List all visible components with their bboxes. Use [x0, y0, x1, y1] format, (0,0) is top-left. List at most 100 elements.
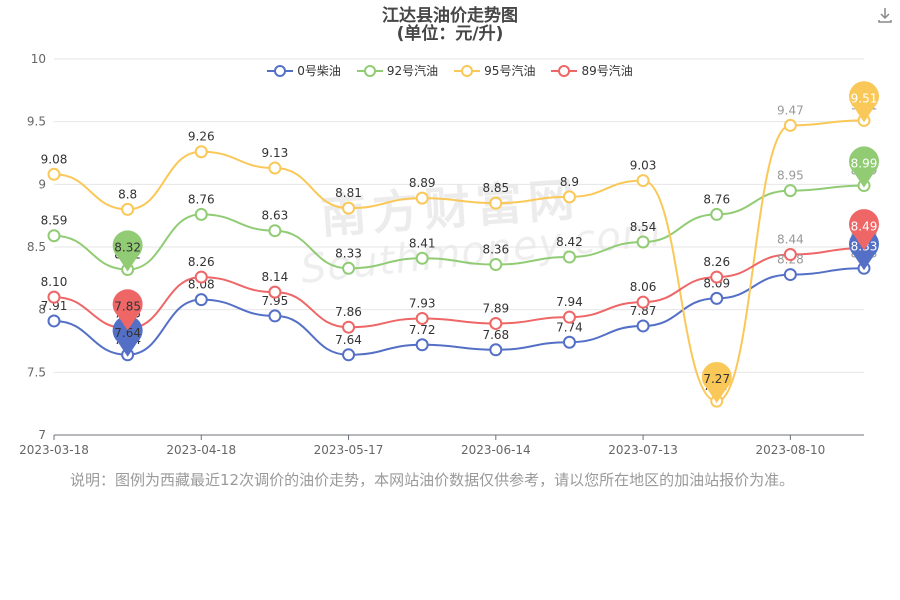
marker-label: 8.49: [851, 219, 878, 233]
data-point: [783, 268, 797, 282]
data-point: [710, 207, 724, 221]
data-label: 8.06: [630, 280, 657, 294]
y-tick-label: 9.5: [27, 115, 46, 129]
series-line-1: [53, 184, 865, 271]
legend-label: 92号汽油: [386, 64, 439, 78]
marker-label: 8.32: [114, 241, 141, 255]
data-point: [636, 319, 650, 333]
data-label: 8.85: [482, 181, 509, 195]
data-point: [415, 251, 429, 265]
data-label: 9.47: [777, 103, 804, 117]
marker-label: 7.27: [703, 372, 730, 386]
data-point: [194, 293, 208, 307]
data-point: [636, 235, 650, 249]
data-point: [415, 338, 429, 352]
data-label: 9.03: [630, 159, 657, 173]
y-tick-label: 7: [38, 428, 46, 442]
data-label: 8.59: [41, 214, 68, 228]
marker-label: 8.99: [851, 157, 878, 171]
data-point: [268, 224, 282, 238]
legend-item-0[interactable]: 0号柴油: [267, 62, 341, 79]
data-point: [710, 270, 724, 284]
data-point: [489, 258, 503, 272]
data-point: [562, 310, 576, 324]
legend-item-1[interactable]: 92号汽油: [356, 62, 439, 79]
x-tick-label: 2023-04-18: [166, 443, 236, 457]
data-point: [562, 335, 576, 349]
legend-item-2[interactable]: 95号汽油: [454, 62, 535, 79]
data-label: 9.26: [188, 130, 215, 144]
marker-label: 7.64: [114, 326, 141, 340]
data-point: [194, 207, 208, 221]
marker-pin: [112, 315, 143, 357]
x-tick-label: 2023-03-18: [19, 443, 89, 457]
legend-label: 89号汽油: [581, 64, 633, 78]
data-label: 7.95: [262, 294, 289, 308]
data-label: 8.36: [482, 243, 509, 257]
legend-item-3[interactable]: 89号汽油: [551, 62, 633, 79]
data-label: 7.87: [630, 304, 657, 318]
data-point: [783, 184, 797, 198]
data-label: 8.76: [703, 192, 730, 206]
marker-pin: [112, 230, 143, 272]
data-label: 8.81: [335, 186, 362, 200]
data-label: 8.76: [188, 192, 215, 206]
data-label: 8.26: [703, 255, 730, 269]
data-point: [489, 196, 503, 210]
data-label: 7.91: [41, 299, 68, 313]
data-label: 7.68: [482, 328, 509, 342]
marker-max: 8.49: [849, 209, 880, 251]
download-icon[interactable]: [876, 6, 894, 24]
marker-pin: [849, 209, 880, 251]
data-point: [415, 191, 429, 205]
data-point: [562, 190, 576, 204]
marker-min: 8.32: [112, 230, 143, 272]
marker-pin: [849, 81, 880, 123]
data-label: 8.33: [335, 246, 362, 260]
data-label: 8.14: [262, 270, 289, 284]
data-label: 7.86: [335, 305, 362, 319]
marker-min: 7.64: [112, 315, 143, 357]
x-tick-label: 2023-08-10: [755, 443, 825, 457]
data-label: 8.9: [560, 175, 579, 189]
data-label: 7.89: [482, 301, 509, 315]
data-point: [47, 229, 61, 243]
data-label: 8.95: [777, 169, 804, 183]
data-point: [268, 285, 282, 299]
x-tick-label: 2023-06-14: [461, 443, 531, 457]
data-label: 8.42: [556, 235, 583, 249]
data-point: [636, 295, 650, 309]
data-point: [783, 248, 797, 262]
data-label: 8.8: [118, 187, 137, 201]
chart-subtitle: (单位：元/升): [396, 24, 504, 44]
legend-label: 0号柴油: [297, 64, 341, 78]
data-point: [47, 290, 61, 304]
y-tick-label: 8.5: [27, 240, 46, 254]
data-point: [268, 161, 282, 175]
data-label: 8.10: [41, 275, 68, 289]
data-point: [194, 270, 208, 284]
legend-symbol: [454, 64, 481, 77]
legend-label: 95号汽油: [484, 64, 536, 78]
x-tick-label: 2023-07-13: [608, 443, 678, 457]
data-point: [47, 314, 61, 328]
data-label: 7.93: [409, 296, 436, 310]
data-point: [47, 167, 61, 181]
marker-pin: [701, 361, 732, 404]
data-label: 8.26: [188, 255, 215, 269]
marker-max: 9.51: [849, 81, 880, 123]
data-point: [636, 174, 650, 188]
y-tick-label: 7.5: [27, 365, 46, 379]
data-point: [415, 311, 429, 325]
data-point: [489, 316, 503, 330]
marker-label: 9.51: [851, 91, 878, 105]
chart-note: 说明：图例为西藏最近12次调价的油价走势，本网站油价数据仅供参考，请以您所在地区…: [70, 471, 795, 489]
data-point: [562, 250, 576, 264]
data-point: [342, 348, 356, 362]
legend-symbol: [356, 64, 383, 77]
legend-symbol: [551, 64, 578, 77]
data-label: 9.13: [262, 146, 289, 160]
y-tick-label: 9: [38, 177, 46, 191]
series-line-3: [53, 247, 865, 330]
